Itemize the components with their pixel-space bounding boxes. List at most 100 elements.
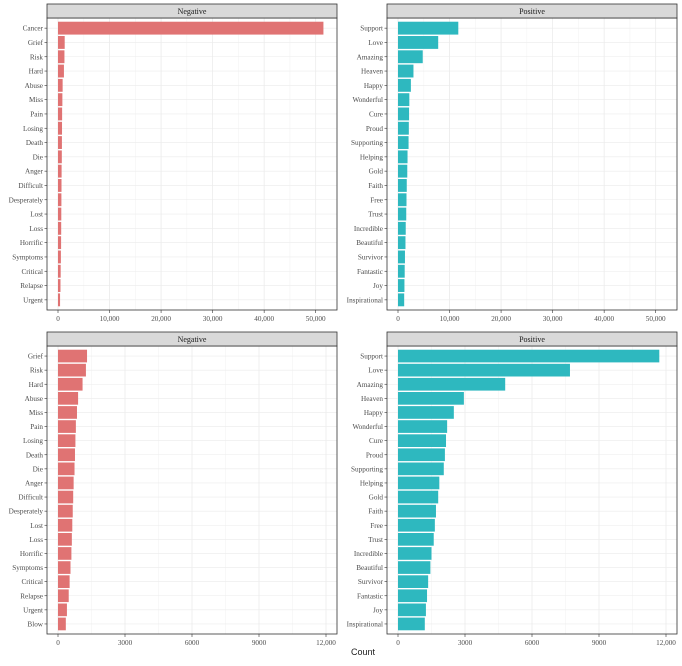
bar-relapse (58, 589, 69, 603)
category-label: Support (360, 353, 383, 361)
facet-strip (386, 3, 678, 19)
category-label: Free (370, 196, 383, 204)
category-label: Amazing (357, 381, 384, 389)
bar-lost (58, 518, 73, 532)
bar-hard (58, 64, 64, 78)
facet-title: Positive (519, 335, 545, 344)
x-tick-label: 40,000 (594, 315, 614, 323)
category-label: Death (26, 139, 44, 147)
category-label: Supporting (351, 465, 383, 473)
bar-desperately (58, 504, 73, 518)
x-tick-label: 0 (56, 639, 60, 647)
bar-heaven (398, 64, 414, 78)
category-label: Urgent (23, 606, 43, 614)
bar-incredible (398, 547, 432, 560)
bar-cure (398, 107, 410, 121)
bar-fantastic (398, 589, 428, 603)
x-tick-label: 30,000 (203, 315, 223, 323)
category-label: Lost (30, 522, 43, 530)
bar-hard (58, 377, 83, 391)
category-label: Love (368, 39, 383, 47)
category-label: Horrific (20, 550, 43, 558)
bar-inspirational (398, 293, 405, 307)
bar-loss (58, 533, 72, 546)
bar-trust (398, 533, 434, 546)
x-tick-label: 10,000 (100, 315, 120, 323)
x-tick-label: 12,000 (656, 639, 676, 647)
category-label: Happy (364, 409, 384, 417)
category-label: Die (33, 465, 43, 473)
bar-miss (58, 406, 77, 419)
bar-die (58, 462, 75, 476)
category-label: Desperately (9, 196, 44, 204)
x-tick-label: 6000 (525, 639, 540, 647)
x-tick-label: 9000 (592, 639, 607, 647)
category-label: Fantastic (357, 268, 383, 276)
bar-free (398, 193, 407, 207)
category-label: Joy (373, 606, 383, 614)
x-tick-label: 3000 (118, 639, 133, 647)
category-label: Death (26, 451, 44, 459)
panel-background (387, 18, 677, 310)
x-tick-label: 10,000 (440, 315, 460, 323)
category-label: Urgent (23, 296, 43, 304)
bar-urgent (58, 603, 67, 617)
facet-strip (46, 3, 338, 19)
bar-beautiful (398, 236, 406, 250)
category-label: Inspirational (347, 620, 383, 628)
facet-strip (46, 331, 338, 347)
bar-anger (58, 164, 62, 178)
bar-gold (398, 164, 408, 178)
category-label: Cancer (23, 25, 44, 33)
bar-symptoms (58, 561, 71, 574)
category-label: Relapse (20, 282, 43, 290)
category-label: Heaven (361, 395, 383, 403)
bar-love (398, 36, 439, 49)
category-label: Loss (29, 536, 43, 544)
bar-support (398, 349, 660, 363)
category-label: Losing (23, 125, 43, 133)
category-label: Grief (28, 39, 44, 47)
category-label: Trust (368, 211, 383, 219)
category-label: Anger (25, 479, 44, 487)
category-label: Risk (30, 367, 44, 375)
bar-joy (398, 603, 426, 617)
x-tick-label: 0 (396, 639, 400, 647)
category-label: Relapse (20, 592, 43, 600)
category-label: Fantastic (357, 592, 383, 600)
bar-critical (58, 264, 61, 278)
category-label: Grief (28, 353, 44, 361)
category-label: Love (368, 367, 383, 375)
bar-incredible (398, 221, 406, 235)
category-label: Miss (29, 96, 43, 104)
category-label: Incredible (354, 225, 383, 233)
bar-miss (58, 93, 63, 107)
bar-helping (398, 150, 408, 164)
category-label: Beautiful (356, 239, 383, 247)
category-label: Survivor (358, 578, 384, 586)
bar-loss (58, 221, 62, 235)
category-label: Blow (27, 620, 43, 628)
bar-free (398, 518, 435, 532)
category-label: Horrific (20, 239, 43, 247)
bar-death (58, 448, 75, 462)
category-label: Wonderful (352, 96, 383, 104)
bar-risk (58, 50, 65, 64)
x-tick-label: 12,000 (316, 639, 336, 647)
category-label: Faith (368, 182, 383, 190)
category-label: Joy (373, 282, 383, 290)
x-tick-label: 0 (56, 315, 60, 323)
x-tick-label: 6000 (185, 639, 200, 647)
bar-die (58, 150, 62, 164)
bar-losing (58, 434, 76, 447)
x-tick-label: 30,000 (543, 315, 563, 323)
x-tick-label: 50,000 (646, 315, 666, 323)
x-tick-label: 20,000 (491, 315, 511, 323)
bar-amazing (398, 50, 423, 64)
x-tick-label: 0 (396, 315, 400, 323)
bar-joy (398, 279, 405, 292)
bar-helping (398, 476, 440, 490)
category-label: Anger (25, 168, 44, 176)
x-tick-label: 40,000 (254, 315, 274, 323)
